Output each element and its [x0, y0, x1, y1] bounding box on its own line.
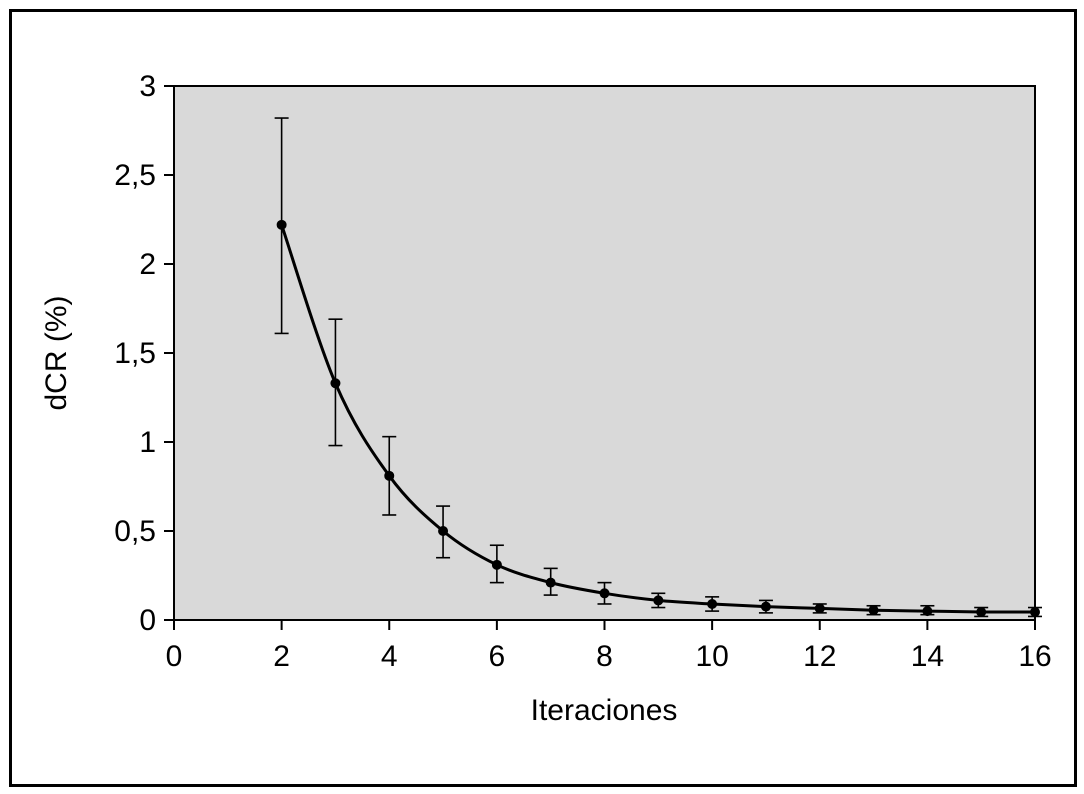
- data-point: [330, 378, 341, 389]
- x-tick-label: 14: [911, 640, 944, 673]
- data-point: [814, 603, 825, 614]
- fitted-curve: [280, 224, 1036, 614]
- x-tick-label: 4: [381, 640, 398, 673]
- x-tick-label: 0: [166, 640, 183, 673]
- x-tick-label: 10: [695, 640, 728, 673]
- data-markers: [276, 219, 1040, 617]
- y-tick-label: 0: [139, 604, 156, 637]
- data-point: [760, 601, 771, 612]
- y-tick-label: 1: [139, 426, 156, 459]
- x-tick-label: 2: [273, 640, 290, 673]
- data-point: [491, 559, 502, 570]
- data-point: [384, 470, 395, 481]
- y-tick-label: 2: [139, 248, 156, 281]
- y-axis-ticks: 0 0,5 1 1,5 2 2,5 3: [114, 70, 174, 637]
- y-tick-label: 2,5: [114, 159, 156, 192]
- x-tick-label: 6: [489, 640, 506, 673]
- x-axis-label: Iteraciones: [531, 694, 678, 727]
- x-tick-label: 8: [596, 640, 613, 673]
- data-point: [976, 606, 987, 617]
- x-axis-ticks: 0 2 4 6 8 10 12 14 16: [166, 620, 1052, 673]
- x-tick-label: 12: [803, 640, 836, 673]
- y-tick-label: 0,5: [114, 515, 156, 548]
- data-point: [922, 606, 933, 617]
- y-axis-label: dCR (%): [40, 295, 73, 410]
- y-tick-label: 3: [139, 70, 156, 103]
- data-point: [868, 605, 879, 616]
- data-point: [545, 577, 556, 588]
- data-point: [1030, 606, 1040, 617]
- plot-area: [173, 85, 1036, 621]
- x-tick-label: 16: [1018, 640, 1051, 673]
- data-point: [653, 595, 664, 606]
- data-point: [707, 598, 718, 609]
- data-point: [438, 526, 449, 536]
- data-point: [276, 219, 287, 230]
- y-tick-label: 1,5: [114, 337, 156, 370]
- data-point: [599, 588, 610, 599]
